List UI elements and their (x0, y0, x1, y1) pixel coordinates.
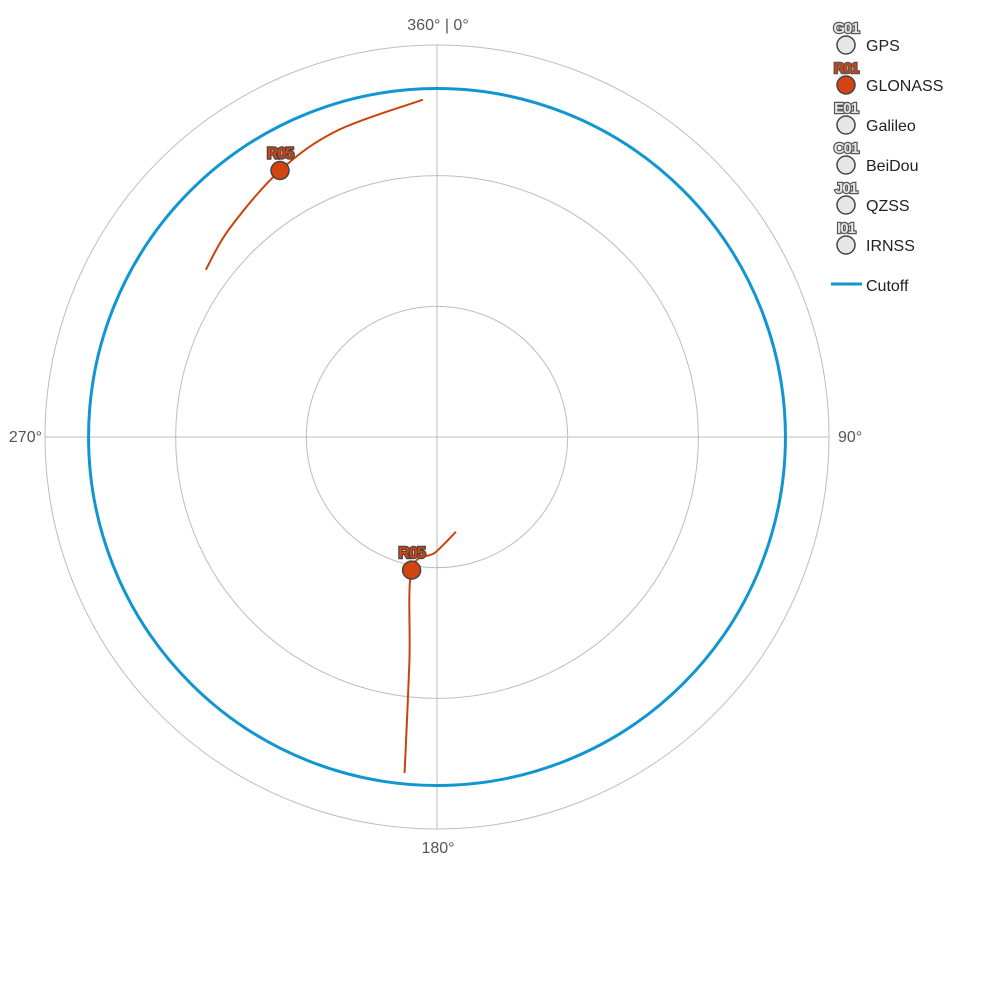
legend-label-qzss: QZSS (866, 198, 910, 215)
cutoff-circle (87, 87, 787, 787)
satellite-markers: R05 R05 (266, 144, 428, 580)
legend: G01 GPS R01 GLONASS E01 Galileo C01 BeiDou J01 QZ… (831, 19, 944, 295)
legend-code-beidou: C01 (834, 140, 859, 157)
satellite-track-r05-0 (205, 98, 424, 271)
satellite-track-r05-1 (403, 531, 457, 774)
legend-marker-gps (836, 35, 856, 55)
polar-grid (44, 44, 830, 830)
legend-code-galileo: E01 (834, 100, 858, 117)
azimuth-label-90: 90° (838, 429, 862, 446)
satellite-label-r05-1: R05 (398, 545, 425, 562)
legend-code-qzss: J01 (835, 180, 858, 197)
legend-item-cutoff[interactable]: Cutoff (831, 278, 909, 295)
legend-item-qzss[interactable]: J01 QZSS (834, 179, 910, 215)
legend-label-galileo: Galileo (866, 118, 916, 135)
legend-code-gps: G01 (833, 20, 859, 37)
azimuth-label-270: 270° (9, 429, 42, 446)
legend-item-beidou[interactable]: C01 BeiDou (833, 139, 919, 175)
legend-item-glonass[interactable]: R01 GLONASS (833, 59, 944, 95)
azimuth-label-0: 360° | 0° (407, 17, 468, 34)
legend-code-irnss: I01 (837, 220, 856, 237)
legend-item-gps[interactable]: G01 GPS (832, 19, 900, 55)
azimuth-label-180: 180° (421, 840, 454, 857)
satellite-marker-r05-1[interactable] (401, 560, 422, 580)
legend-marker-irnss (836, 235, 856, 255)
cutoff-circle-layer (87, 87, 787, 787)
azimuth-labels: 360° | 0° 90° 180° 270° (9, 17, 862, 857)
legend-marker-glonass (836, 75, 856, 95)
legend-label-gps: GPS (866, 38, 900, 55)
satellite-label-r05-0: R05 (267, 146, 294, 163)
legend-marker-galileo (836, 115, 856, 135)
legend-marker-qzss (836, 195, 856, 215)
legend-code-glonass: R01 (834, 60, 859, 77)
satellite-tracks (205, 98, 457, 774)
legend-label-beidou: BeiDou (866, 158, 918, 175)
legend-item-irnss[interactable]: I01 IRNSS (836, 219, 915, 255)
satellite-marker-r05-0[interactable] (270, 160, 290, 181)
legend-marker-beidou (836, 155, 856, 175)
legend-label-glonass: GLONASS (866, 78, 943, 95)
legend-label-cutoff: Cutoff (866, 278, 909, 295)
legend-label-irnss: IRNSS (866, 238, 915, 255)
legend-item-galileo[interactable]: E01 Galileo (833, 99, 916, 135)
